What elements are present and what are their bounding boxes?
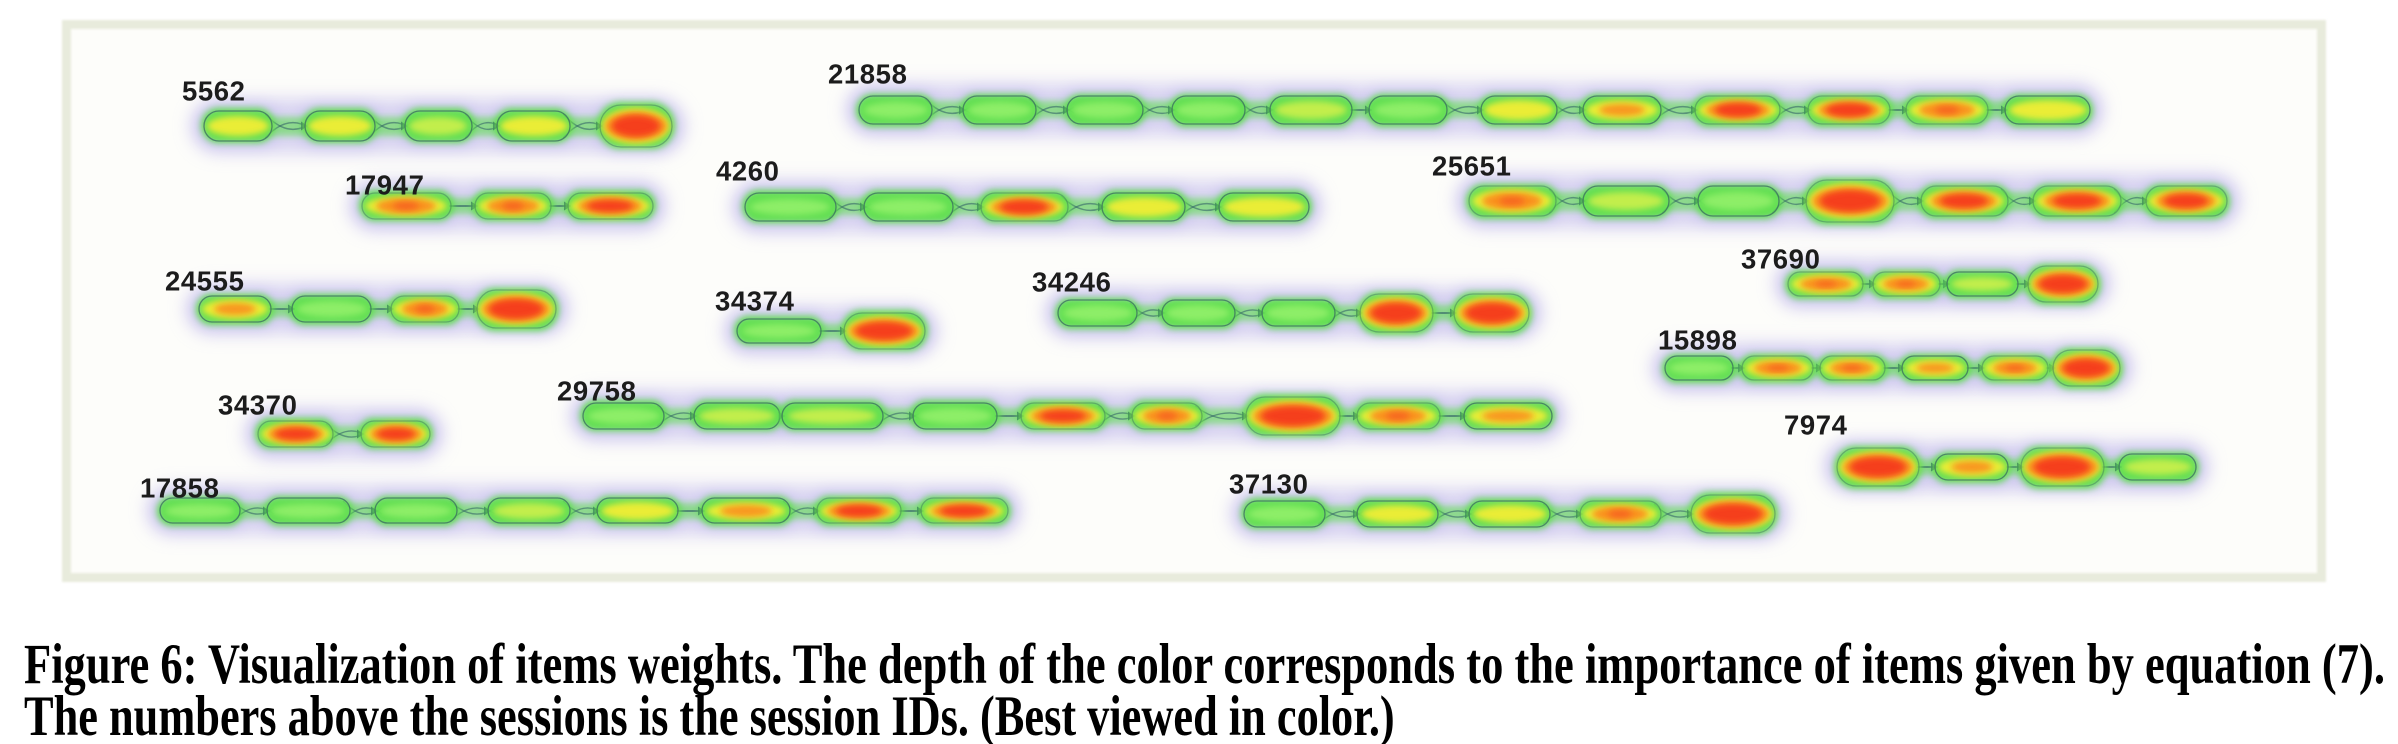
svg-text:34370: 34370 [218,390,297,421]
svg-text:34246: 34246 [1032,267,1111,298]
svg-text:15898: 15898 [1658,325,1737,356]
svg-text:37130: 37130 [1229,469,1308,500]
svg-text:24555: 24555 [165,266,244,297]
svg-text:29758: 29758 [557,376,636,407]
svg-text:5562: 5562 [182,76,246,107]
svg-text:25651: 25651 [1432,151,1511,182]
svg-text:17858: 17858 [140,473,219,504]
svg-text:21858: 21858 [828,59,907,90]
svg-text:7974: 7974 [1784,410,1848,441]
svg-text:37690: 37690 [1741,244,1820,275]
svg-text:17947: 17947 [345,170,424,201]
svg-text:4260: 4260 [716,156,780,187]
svg-text:34374: 34374 [715,286,795,317]
